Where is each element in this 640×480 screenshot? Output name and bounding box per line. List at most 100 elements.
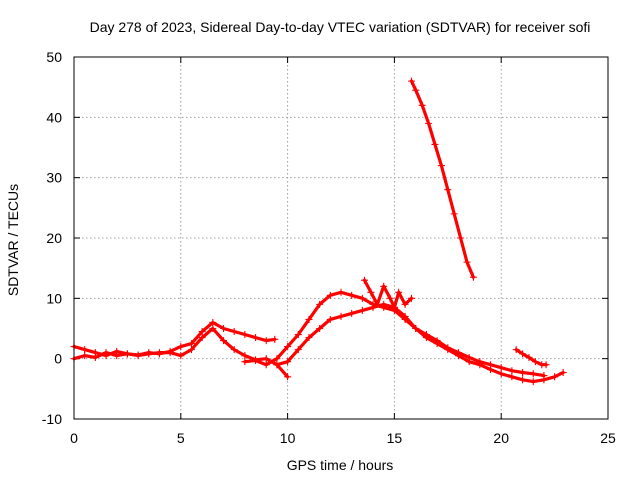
data-point — [262, 361, 270, 369]
data-point — [284, 373, 292, 381]
data-point — [469, 273, 477, 281]
data-point — [463, 258, 471, 266]
y-tick-label: 20 — [46, 230, 62, 246]
data-point — [512, 346, 520, 354]
data-point — [457, 234, 465, 242]
data-point — [476, 361, 484, 369]
data-point — [497, 370, 505, 378]
plot-frame — [73, 56, 609, 420]
data-point — [220, 325, 228, 332]
data-point — [465, 358, 473, 366]
data-point — [401, 312, 409, 320]
data-point — [425, 119, 433, 127]
data-point — [284, 343, 292, 351]
x-tick-label: 0 — [70, 430, 78, 446]
data-point — [305, 315, 313, 323]
data-point — [337, 288, 345, 296]
x-axis-label: GPS time / hours — [287, 457, 394, 473]
data-point — [166, 349, 174, 357]
data-point — [431, 140, 439, 148]
data-point — [519, 376, 527, 384]
series-satellite-track-4 — [273, 300, 567, 386]
y-tick-label: 0 — [54, 351, 62, 367]
data-point — [519, 369, 527, 377]
data-point — [294, 331, 302, 339]
data-point — [542, 361, 550, 369]
x-tick-label: 10 — [280, 430, 296, 446]
data-point — [358, 294, 366, 302]
data-point — [187, 340, 195, 348]
data-point — [529, 370, 537, 378]
data-point — [81, 352, 89, 360]
y-tick-label: 40 — [46, 109, 62, 125]
data-point — [348, 309, 356, 317]
data-point — [348, 291, 356, 299]
y-tick-label: -10 — [42, 411, 62, 427]
series-line — [275, 302, 565, 384]
data-point — [444, 346, 452, 354]
data-point — [271, 335, 279, 343]
data-point — [241, 331, 249, 339]
y-tick-label: 30 — [46, 170, 62, 186]
data-point — [525, 353, 533, 361]
data-point — [262, 355, 270, 363]
data-point — [422, 334, 430, 342]
data-point — [540, 376, 548, 384]
data-point — [412, 325, 420, 332]
data-point — [367, 288, 375, 296]
data-point — [123, 350, 131, 358]
x-tick-label: 15 — [387, 430, 403, 446]
y-axis-label: SDTVAR / TECUs — [5, 184, 21, 296]
data-point — [198, 334, 206, 342]
data-point — [418, 101, 426, 109]
series-line — [409, 79, 475, 279]
series-satellite-track-5 — [407, 77, 477, 281]
data-point — [316, 300, 324, 308]
data-point — [401, 300, 409, 308]
data-point — [284, 358, 292, 366]
data-point — [252, 334, 260, 342]
y-tick-label: 50 — [46, 49, 62, 65]
data-point — [316, 325, 324, 332]
data-point — [230, 328, 238, 336]
data-point — [559, 369, 567, 377]
data-point — [155, 349, 163, 357]
data-point — [305, 334, 313, 342]
data-point — [145, 350, 153, 358]
data-point — [326, 315, 334, 323]
data-point — [508, 367, 516, 375]
data-point — [220, 337, 228, 345]
data-point — [444, 186, 452, 194]
data-point — [113, 347, 121, 355]
data-point — [373, 300, 381, 308]
data-point — [230, 346, 238, 354]
series-satellite-track-6 — [360, 276, 415, 311]
data-point — [337, 312, 345, 320]
data-point — [519, 350, 527, 358]
data-point — [81, 346, 89, 354]
data-point — [358, 306, 366, 314]
x-tick-label: 25 — [600, 430, 616, 446]
data-point — [390, 303, 398, 311]
data-point — [531, 358, 539, 366]
data-point — [252, 356, 260, 364]
data-point — [241, 352, 249, 360]
data-point — [487, 366, 495, 374]
data-point — [209, 318, 217, 326]
data-point — [551, 373, 559, 381]
x-tick-label: 20 — [493, 430, 509, 446]
data-point — [450, 210, 458, 218]
chart-title: Day 278 of 2023, Sidereal Day-to-day VTE… — [90, 19, 591, 35]
data-point — [177, 343, 185, 351]
data-point — [497, 364, 505, 372]
data-point — [380, 300, 388, 308]
data-point — [386, 294, 394, 302]
data-point — [407, 77, 415, 85]
data-point — [102, 352, 110, 360]
data-point — [508, 373, 516, 381]
data-point — [360, 276, 368, 284]
data-point — [273, 355, 281, 363]
data-point — [294, 346, 302, 354]
data-point — [437, 162, 445, 170]
